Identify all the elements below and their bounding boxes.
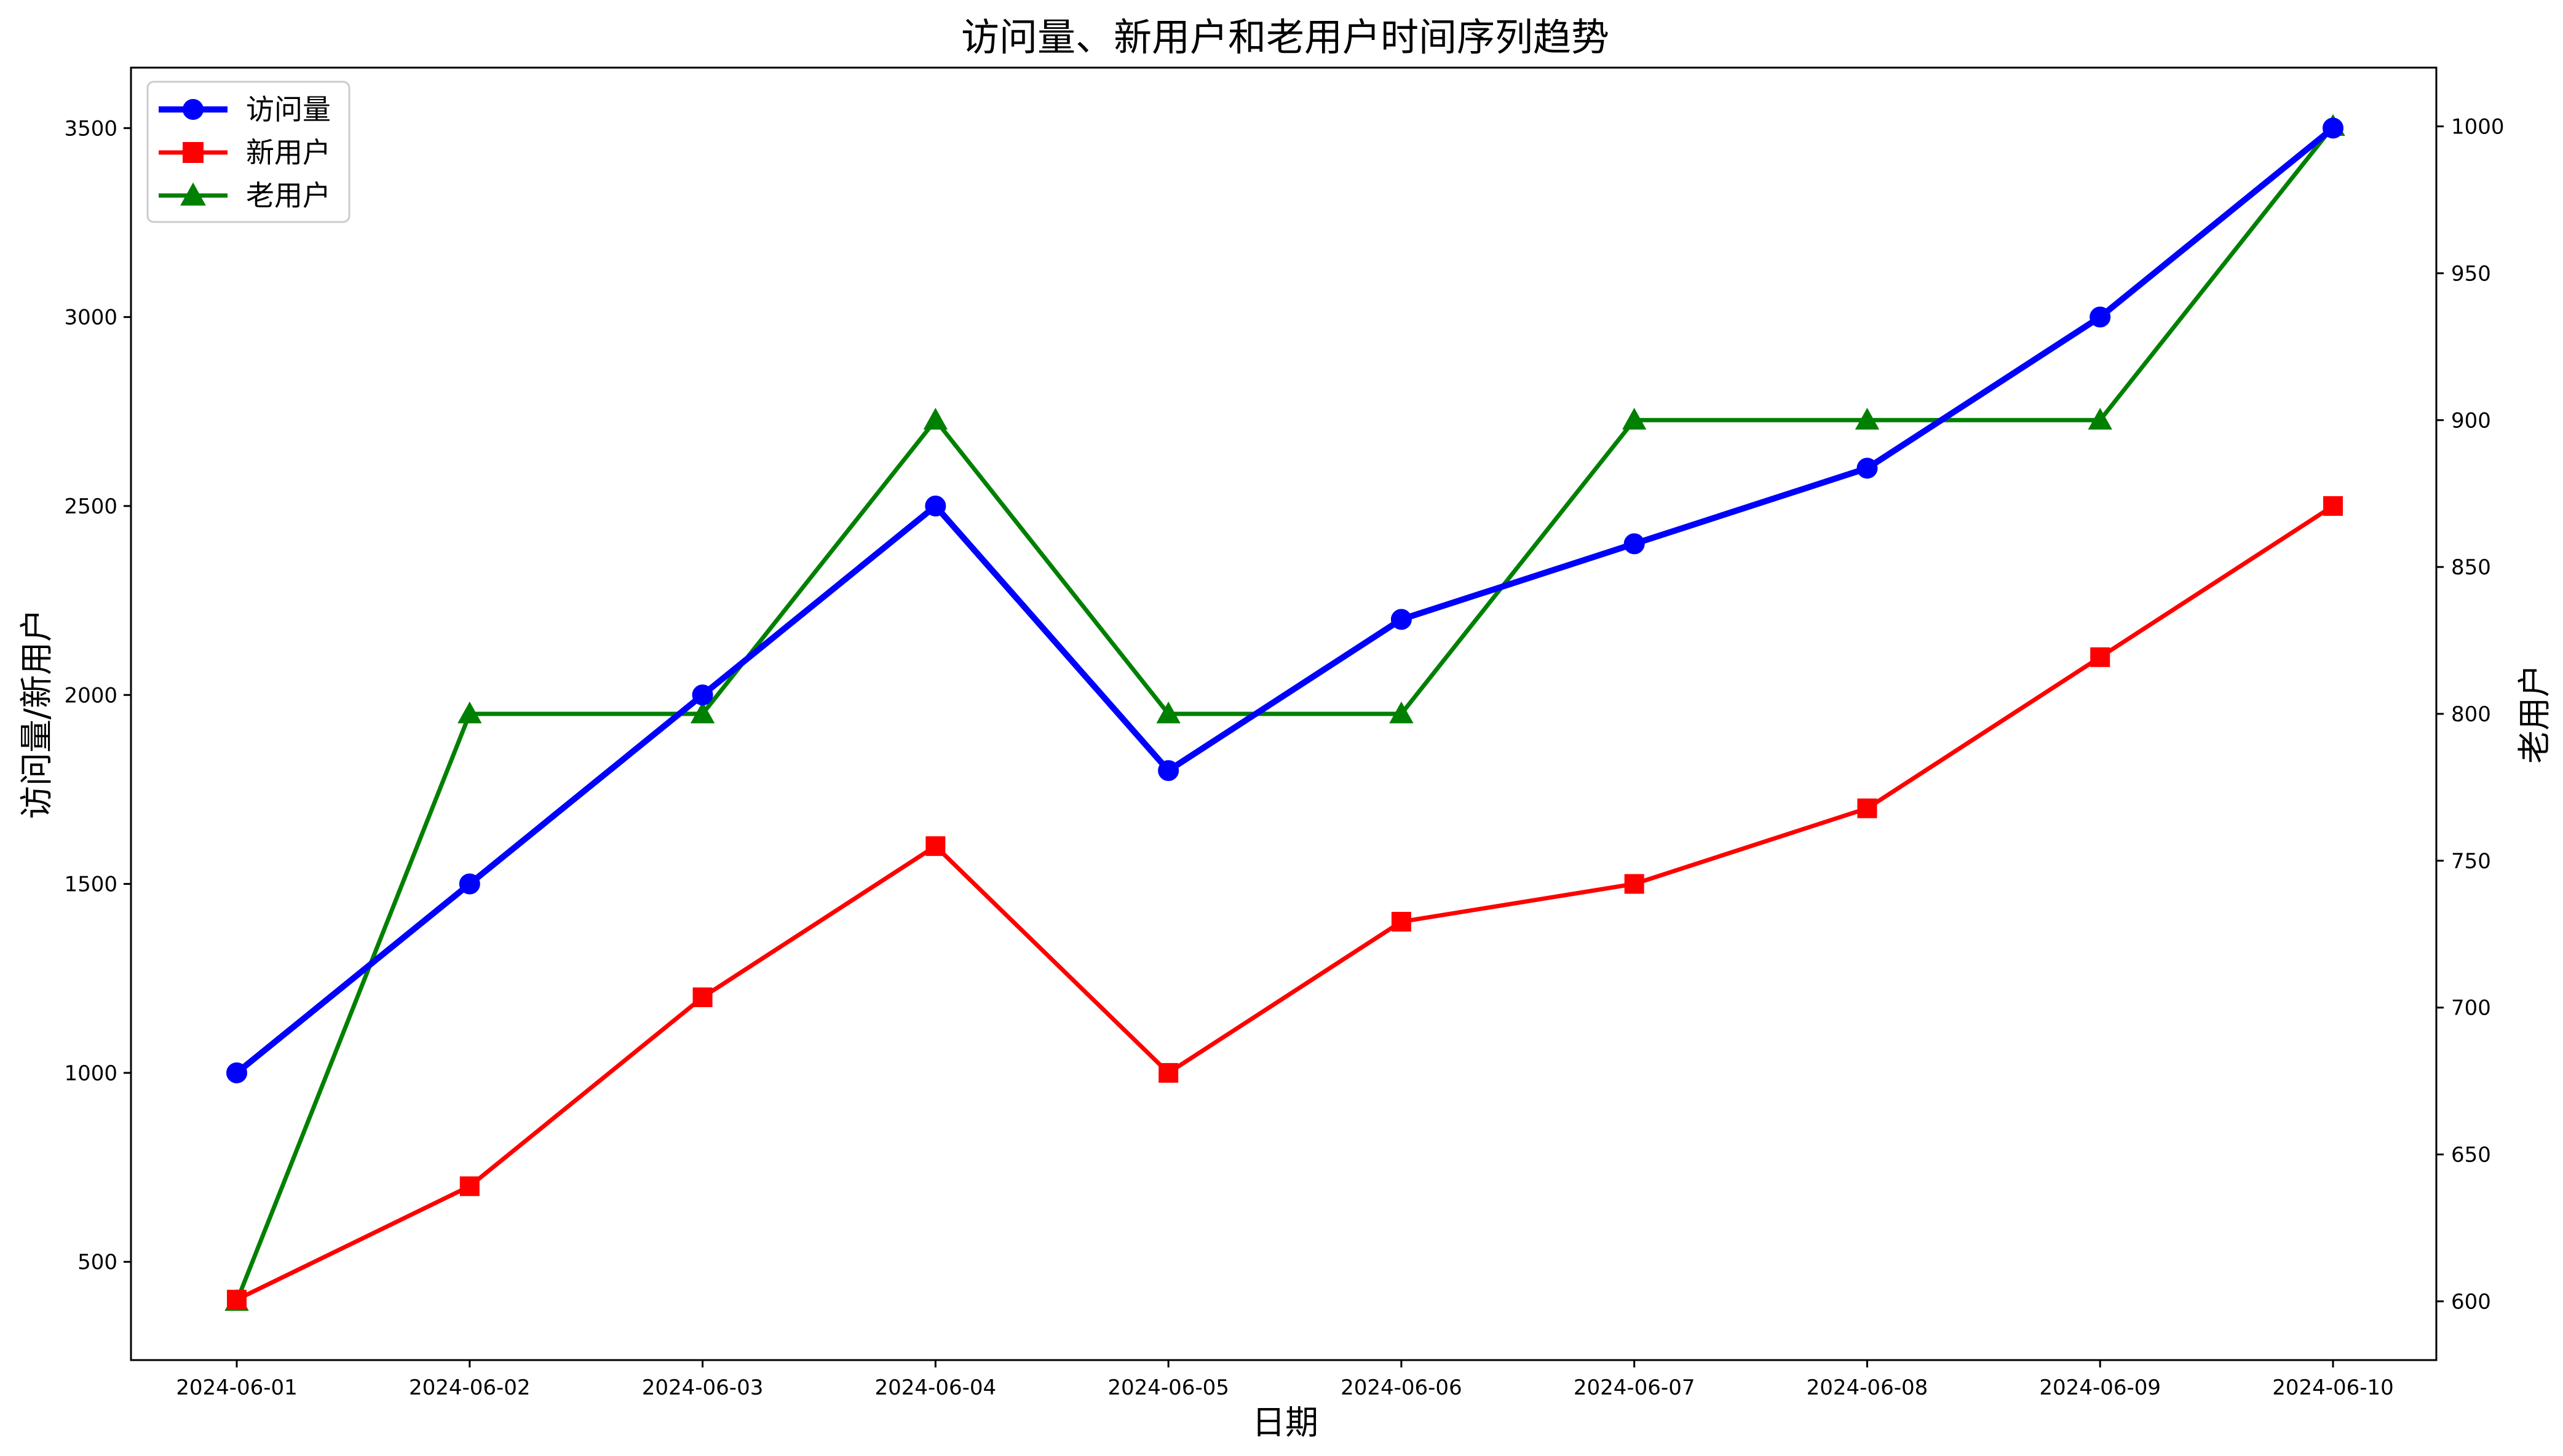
x-tick-label: 2024-06-01 bbox=[176, 1375, 298, 1400]
y-tick-label: 3500 bbox=[64, 116, 117, 141]
series-1-point bbox=[2323, 117, 2343, 139]
y-axis-ticks-left: 500 1000 1500 2000 2500 3000 3500 bbox=[64, 116, 131, 1275]
series-3-point bbox=[2088, 408, 2112, 430]
y2-tick-label: 900 bbox=[2451, 408, 2491, 433]
series-3-line bbox=[234, 124, 2335, 1304]
y2-tick-label: 1000 bbox=[2451, 115, 2505, 140]
y2-tick-label: 750 bbox=[2451, 849, 2491, 874]
series-2-point bbox=[1159, 1062, 1179, 1083]
series-2-point bbox=[925, 836, 946, 857]
series-3-point bbox=[1622, 408, 1647, 430]
series-3-point bbox=[690, 701, 715, 724]
y2-tick-label: 700 bbox=[2451, 996, 2491, 1021]
series-3-point bbox=[458, 701, 482, 724]
series-3-point bbox=[1389, 701, 1414, 724]
y-tick-label: 2000 bbox=[64, 683, 117, 708]
series-1-point bbox=[692, 684, 713, 706]
series-3-point bbox=[923, 408, 948, 430]
y-tick-label: 3000 bbox=[64, 306, 117, 330]
series-1-point bbox=[2090, 306, 2111, 328]
legend-marker bbox=[183, 142, 204, 163]
y2-tick-label: 650 bbox=[2451, 1143, 2491, 1168]
series-1 bbox=[226, 117, 2343, 1083]
legend-label: 新用户 bbox=[246, 136, 331, 169]
series-layer bbox=[224, 114, 2345, 1311]
x-tick-label: 2024-06-04 bbox=[875, 1375, 997, 1400]
series-2-point bbox=[692, 987, 713, 1007]
x-tick-label: 2024-06-03 bbox=[642, 1375, 764, 1400]
y-axis-ticks-right: 600 650 700 750 800 850 900 950 1000 bbox=[2436, 115, 2505, 1314]
series-1-point bbox=[1623, 533, 1645, 555]
legend-label: 访问量 bbox=[246, 93, 331, 126]
y-axis-title-left: 访问量/新用户 bbox=[17, 609, 56, 819]
x-tick-label: 2024-06-06 bbox=[1341, 1375, 1462, 1400]
legend-marker bbox=[183, 99, 204, 120]
series-2-point bbox=[1624, 874, 1644, 894]
x-tick-label: 2024-06-08 bbox=[1807, 1375, 1928, 1400]
series-2-point bbox=[459, 1176, 480, 1197]
y-tick-label: 1500 bbox=[64, 872, 117, 897]
series-1-point bbox=[1390, 609, 1412, 630]
series-2-point bbox=[2090, 647, 2110, 667]
x-axis-ticks: 2024-06-01 2024-06-02 2024-06-03 2024-06-04… bbox=[176, 1360, 2394, 1400]
x-tick-label: 2024-06-02 bbox=[409, 1375, 531, 1400]
chart-title: 访问量、新用户和老用户时间序列趋势 bbox=[961, 15, 1609, 60]
series-1-point bbox=[226, 1062, 247, 1083]
y-tick-label: 1000 bbox=[64, 1061, 117, 1086]
y2-tick-label: 950 bbox=[2451, 261, 2491, 286]
x-tick-label: 2024-06-07 bbox=[1574, 1375, 1695, 1400]
y-tick-label: 500 bbox=[77, 1250, 117, 1275]
series-3-point bbox=[1855, 408, 1880, 430]
y2-tick-label: 850 bbox=[2451, 555, 2491, 580]
series-1-point bbox=[925, 495, 946, 516]
x-tick-label: 2024-06-09 bbox=[2039, 1375, 2161, 1400]
y2-tick-label: 800 bbox=[2451, 702, 2491, 727]
plot-frame bbox=[130, 66, 2438, 1361]
series-1-line bbox=[234, 125, 2336, 1076]
series-2-point bbox=[227, 1289, 247, 1310]
series-2-line bbox=[234, 504, 2335, 1302]
x-tick-label: 2024-06-05 bbox=[1107, 1375, 1229, 1400]
series-2-point bbox=[1857, 798, 1877, 818]
series-3-point bbox=[1156, 701, 1181, 724]
x-tick-label: 2024-06-10 bbox=[2272, 1375, 2394, 1400]
series-1-point bbox=[1158, 760, 1179, 781]
series-2-point bbox=[2323, 496, 2343, 516]
legend-marker bbox=[180, 182, 206, 206]
legend-label: 老用户 bbox=[246, 179, 331, 212]
series-1-point bbox=[459, 873, 480, 895]
series-2 bbox=[227, 496, 2343, 1310]
y2-tick-label: 600 bbox=[2451, 1289, 2491, 1314]
y-tick-label: 2500 bbox=[64, 494, 117, 519]
series-2-point bbox=[1391, 912, 1411, 932]
x-axis-title: 日期 bbox=[1252, 1403, 1318, 1442]
y-axis-title-right: 老用户 bbox=[2515, 664, 2554, 764]
series-1-point bbox=[1856, 457, 1878, 479]
